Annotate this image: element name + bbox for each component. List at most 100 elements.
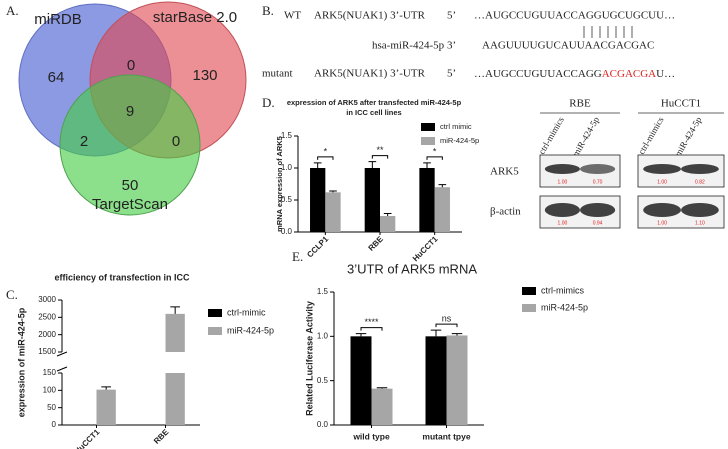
y-tick-label: 150 — [43, 368, 57, 377]
legend-label: ctrl-mimic — [227, 307, 266, 317]
legend-swatch — [208, 309, 222, 317]
significance-bracket — [426, 156, 443, 160]
y-tick-label: 1.0 — [281, 163, 293, 172]
error-bar — [383, 212, 392, 216]
seq-end: 5’ — [447, 68, 456, 80]
bar — [446, 335, 468, 425]
error-bar — [430, 329, 442, 337]
bar — [380, 216, 396, 232]
panel-label: B. — [262, 3, 274, 18]
set-label: TargetScan — [92, 196, 168, 213]
seq-gene: ARK5(NUAK1) 3’-UTR — [314, 68, 426, 80]
error-bar — [313, 162, 322, 168]
legend-label: miR-424-5p — [440, 136, 479, 145]
chart-title: 3’UTR of ARK5 mRNA — [347, 261, 477, 276]
bar — [325, 192, 341, 232]
x-tick-label: mutant tpye — [422, 431, 470, 441]
significance-bracket — [435, 323, 458, 328]
error-bar — [355, 333, 367, 337]
quant-label: 1.00 — [657, 220, 667, 226]
blot-band — [643, 203, 682, 217]
significance-label: * — [324, 146, 328, 156]
bar — [96, 389, 116, 425]
legend-swatch — [421, 123, 435, 131]
bar — [419, 168, 435, 232]
set-label: miRDB — [34, 11, 82, 28]
panel-label: E. — [292, 249, 303, 264]
bar-chart: efficiency of transfection in ICC express… — [16, 272, 274, 449]
quant-label: 0.82 — [695, 179, 705, 185]
y-tick-label: 0.0 — [317, 420, 329, 429]
error-bar — [423, 162, 431, 168]
seq-end: 3’ — [447, 40, 456, 52]
legend-swatch — [421, 137, 435, 145]
seq: …AUGCCUGUUACCAGGUGCUGCUU… — [474, 10, 675, 22]
y-tick-label: 0 — [52, 420, 57, 429]
seq-gene: ARK5(NUAK1) 3’-UTR — [314, 10, 426, 22]
seq: U… — [656, 68, 675, 80]
significance-label: ns — [442, 314, 452, 324]
lane-label: miR-424-5p — [673, 115, 704, 159]
cell-line: HuCCT1 — [661, 98, 701, 110]
y-axis-label: expression of miR-424-5p — [16, 307, 26, 417]
quant-label: 1.00 — [558, 179, 568, 185]
significance-bracket — [317, 156, 334, 160]
region-count: 64 — [48, 69, 65, 86]
blot-band — [580, 164, 616, 174]
seq: AAGUUUUGUCAUUAACGACGAC — [482, 40, 654, 52]
y-tick-label: 0.5 — [281, 195, 293, 204]
blot-band — [681, 164, 719, 174]
legend-swatch — [522, 287, 536, 295]
y-tick-label: 1.0 — [317, 331, 329, 340]
bar — [165, 373, 185, 425]
y-tick-label: 1.5 — [317, 287, 329, 296]
legend-swatch — [522, 304, 536, 312]
y-tick-label: 3000 — [38, 295, 56, 304]
y-tick-label: 1500 — [38, 347, 56, 356]
y-tick-label: 50 — [47, 403, 56, 412]
quant-label: 1.00 — [657, 179, 667, 185]
blot-band — [643, 164, 682, 174]
x-tick-label: RBE — [152, 427, 171, 446]
significance-label: ** — [376, 145, 384, 155]
seq: …AUGCCUGUUACCAGG — [474, 68, 602, 80]
bar — [425, 336, 447, 425]
protein-label: ARK5 — [490, 166, 519, 178]
bar — [350, 336, 372, 425]
venn-circle — [59, 74, 201, 216]
x-tick-label: RBE — [367, 234, 386, 253]
legend-label: ctrl mimic — [440, 122, 472, 131]
blot-band — [681, 203, 719, 217]
blot-band — [580, 203, 616, 217]
significance-bracket — [371, 155, 389, 159]
y-axis-label: mRNA expression of ARK5 — [275, 136, 284, 232]
region-count: 2 — [80, 133, 88, 150]
y-tick-label: 100 — [43, 385, 57, 394]
panel-label: A. — [6, 3, 19, 18]
lane-label: ctrl-mimics — [636, 115, 666, 156]
error-bar — [170, 306, 180, 314]
bar-chart: 3’UTR of ARK5 mRNA Related Luciferase Act… — [304, 261, 588, 441]
sequence-panel: WT ARK5(NUAK1) 3’-UTR 5’ …AUGCCUGUUACCAG… — [262, 10, 675, 80]
blot-band — [544, 203, 581, 217]
seq-row: …AUGCCUGUUACCAGGACGACGAU… — [474, 68, 675, 80]
y-tick-label: 2500 — [38, 312, 56, 321]
error-bar — [376, 387, 388, 389]
quant-label: 0.94 — [593, 220, 603, 226]
bar — [371, 388, 393, 425]
error-bar — [368, 161, 377, 168]
seq-mutation: ACGACGA — [602, 68, 656, 80]
bar — [165, 313, 185, 352]
error-bar — [438, 184, 447, 188]
set-label: starBase 2.0 — [153, 9, 237, 26]
seq-end: 5’ — [447, 10, 456, 22]
panel-label: C. — [6, 287, 18, 302]
region-count: 9 — [126, 103, 134, 120]
panel-label: D. — [262, 95, 275, 110]
legend-label: miR-424-5p — [541, 302, 588, 312]
y-tick-label: 1.5 — [281, 131, 293, 140]
x-tick-label: HuCCT1 — [73, 427, 102, 449]
significance-label: **** — [364, 317, 379, 327]
